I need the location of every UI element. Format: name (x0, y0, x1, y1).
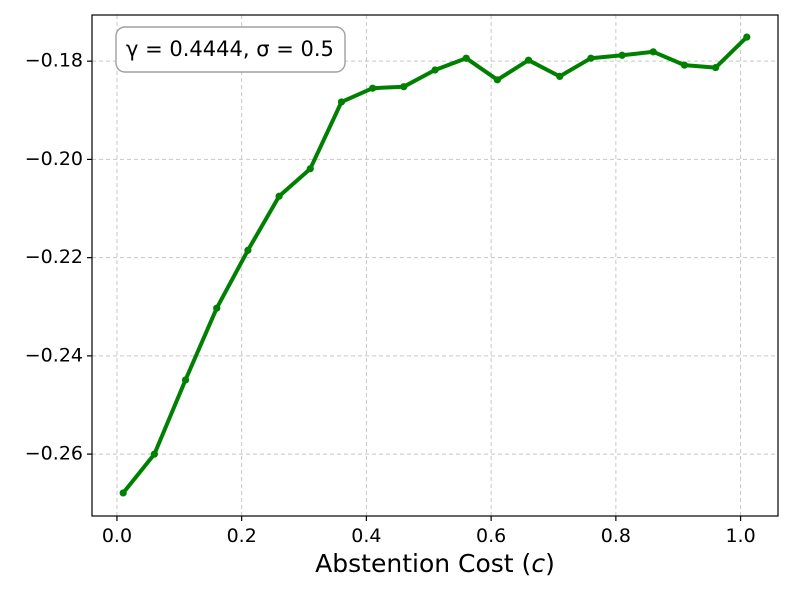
data-point (493, 76, 501, 84)
x-axis-label: Abstention Cost (c) (315, 549, 555, 578)
y-axis-ticks: −0.26 −0.24 −0.22 −0.20 −0.18 (25, 50, 92, 465)
grid-lines (92, 15, 778, 516)
annotation-text: γ = 0.4444, σ = 0.5 (126, 37, 334, 61)
y-tick-label: −0.22 (25, 246, 83, 268)
data-point (369, 84, 377, 92)
x-tick-label: 0.6 (476, 525, 506, 547)
data-point (181, 376, 190, 384)
data-point (337, 98, 346, 106)
data-point (462, 54, 470, 62)
annotation-box: γ = 0.4444, σ = 0.5 (115, 26, 346, 73)
y-tick-label: −0.20 (25, 148, 83, 170)
y-tick-label: −0.18 (25, 50, 83, 72)
data-point (119, 489, 127, 497)
data-point (680, 61, 689, 69)
x-tick-label: 0.0 (102, 525, 132, 547)
x-axis-label-prefix: Abstention Cost ( (315, 549, 531, 578)
x-tick-label: 1.0 (725, 525, 755, 547)
data-point (743, 33, 751, 41)
y-tick-label: −0.24 (25, 344, 83, 366)
annotation-frame (115, 26, 346, 73)
x-tick-label: 0.2 (227, 525, 257, 547)
data-point (400, 83, 408, 91)
series-layer (119, 33, 751, 497)
x-axis-label-var: c (531, 549, 545, 578)
data-point (275, 192, 283, 200)
x-tick-label: 0.8 (601, 525, 631, 547)
x-tick-label: 0.4 (351, 525, 381, 547)
series-line (121, 35, 749, 495)
x-axis-ticks: 0.0 0.2 0.4 0.6 0.8 1.0 (102, 516, 756, 547)
data-point (712, 63, 720, 72)
data-point (213, 304, 221, 312)
plot-frame (91, 14, 779, 517)
data-point (150, 450, 158, 458)
data-point (556, 72, 564, 80)
y-tick-label: −0.26 (25, 443, 83, 465)
data-point (587, 54, 595, 62)
data-point (649, 48, 657, 56)
data-point (524, 56, 533, 64)
data-point (431, 66, 439, 74)
data-point (244, 246, 252, 254)
x-axis-label-suffix: ) (545, 549, 555, 578)
data-point (306, 165, 314, 173)
data-point (618, 51, 626, 59)
